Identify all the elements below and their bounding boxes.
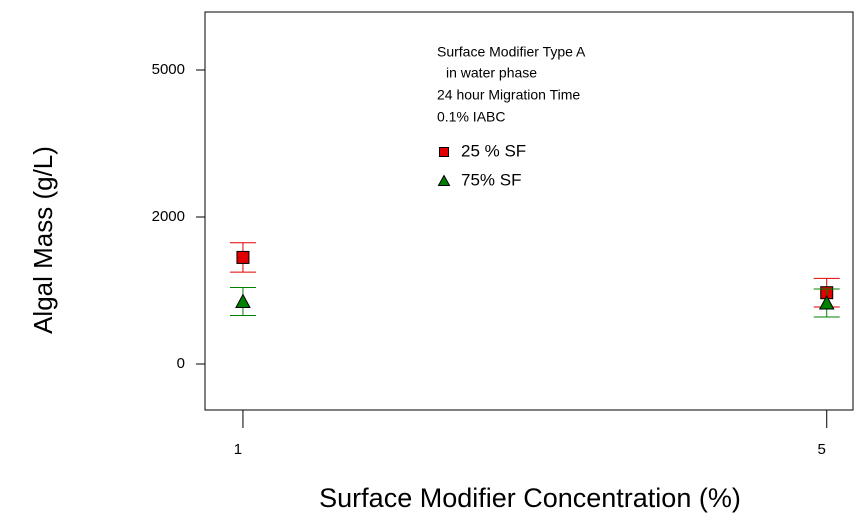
legend-label: 75% SF bbox=[461, 170, 521, 189]
x-tick-label: 5 bbox=[818, 441, 826, 458]
y-tick-label: 2000 bbox=[152, 208, 185, 225]
point bbox=[437, 174, 451, 186]
x-tick-label: 1 bbox=[234, 441, 242, 458]
annotation: in water phase bbox=[446, 65, 537, 81]
y-tick-label: 0 bbox=[177, 355, 185, 372]
point bbox=[439, 147, 449, 157]
plot-frame bbox=[204, 11, 854, 411]
y-axis-title: Algal Mass (g/L) bbox=[28, 146, 58, 334]
legend-label: 25 % SF bbox=[461, 141, 526, 160]
annotation: 24 hour Migration Time bbox=[437, 87, 580, 103]
x-axis-title: Surface Modifier Concentration (%) bbox=[319, 483, 741, 513]
point bbox=[235, 293, 251, 309]
point bbox=[236, 250, 250, 264]
annotation: 0.1% IABC bbox=[437, 109, 505, 125]
annotation: Surface Modifier Type A bbox=[437, 44, 586, 60]
y-tick-label: 5000 bbox=[152, 61, 185, 78]
point bbox=[818, 294, 835, 310]
